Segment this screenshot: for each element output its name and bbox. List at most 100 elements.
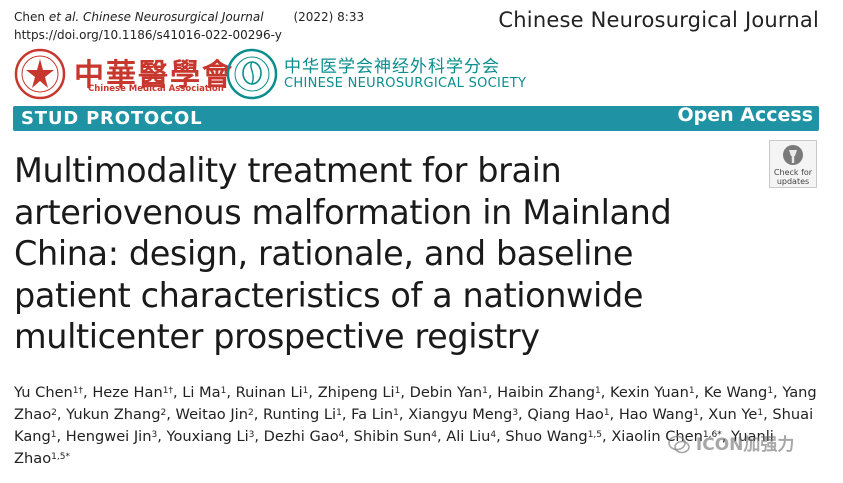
author-list: Yu Chen1†, Heze Han1†, Li Ma1, Ruinan Li… <box>14 384 817 467</box>
author-name-text: Youxiang Li <box>166 428 249 445</box>
author-name[interactable]: Youxiang Li3 <box>167 428 255 445</box>
author-name[interactable]: Hengwei Jin3 <box>66 428 157 445</box>
author-name[interactable]: Ali Liu4 <box>446 428 496 445</box>
author-name-text: Debin Yan <box>409 384 483 401</box>
open-access-label: Open Access <box>677 104 813 126</box>
author-name[interactable]: Dezhi Gao4 <box>264 428 345 445</box>
author-affiliation-sup: 1 <box>302 386 309 396</box>
author-affiliation-sup: 1 <box>50 430 57 440</box>
author-affiliation-sup: 1,5* <box>51 452 70 462</box>
citation-header: Chen et al. Chinese Neurosurgical Journa… <box>14 8 364 44</box>
author-name-text: Yu Chen <box>14 384 73 401</box>
citation-line: Chen et al. Chinese Neurosurgical Journa… <box>14 8 364 26</box>
author-name[interactable]: Hao Wang1 <box>619 406 699 423</box>
author-name-text: Zhipeng Li <box>317 384 395 401</box>
author-name-text: Shuai Kang <box>14 406 814 445</box>
author-name-text: Xun Ye <box>708 406 758 423</box>
author-name-text: Dezhi Gao <box>263 428 339 445</box>
author-name[interactable]: Shuai Kang1 <box>14 406 813 445</box>
author-affiliation-sup: 1 <box>757 408 764 418</box>
author-name[interactable]: Ke Wang1 <box>704 384 773 401</box>
author-affiliation-sup: 2 <box>247 408 254 418</box>
article-type-label: STUD PROTOCOL <box>21 108 203 129</box>
author-name[interactable]: Xun Ye1 <box>708 406 763 423</box>
author-name[interactable]: Ruinan Li1 <box>236 384 309 401</box>
author-name[interactable]: Weitao Jin2 <box>176 406 254 423</box>
author-name[interactable]: Yuanli Zhao1,5* <box>14 428 774 467</box>
author-name[interactable]: Qiang Hao1 <box>527 406 609 423</box>
author-name[interactable]: Li Ma1 <box>182 384 226 401</box>
author-name[interactable]: Yukun Zhang2 <box>66 406 166 423</box>
author-affiliation-sup: 1 <box>336 408 342 418</box>
author-name[interactable]: Debin Yan1 <box>410 384 488 401</box>
author-name-text: Xiangyu Meng <box>408 406 513 423</box>
author-name[interactable]: Shuo Wang1,5 <box>505 428 602 445</box>
cns-english-name: CHINESE NEUROSURGICAL SOCIETY <box>284 76 527 91</box>
author-name-text: Yuanli Zhao <box>14 428 774 467</box>
cma-chinese-name: 中華醫學會 <box>74 58 234 93</box>
author-affiliation-sup: 1 <box>688 386 695 396</box>
author-name[interactable]: Heze Han1† <box>92 384 173 401</box>
cma-english-name: Chinese Medical Association <box>88 84 224 94</box>
author-name-text: Li Ma <box>182 384 221 401</box>
author-affiliation-sup: 4 <box>431 430 437 440</box>
author-affiliation-sup: 1 <box>482 386 488 396</box>
author-affiliation-sup: 1 <box>767 386 774 396</box>
citation-doi-link[interactable]: https://doi.org/10.1186/s41016-022-00296… <box>14 28 282 42</box>
author-name-text: Runting Li <box>262 406 337 423</box>
check-updates-line2: updates <box>776 177 810 186</box>
author-affiliation-sup: 4 <box>490 430 497 440</box>
author-name-text: Ali Liu <box>446 428 491 445</box>
society-logos: 中華醫學會 Chinese Medical Association 中华医学会神… <box>14 48 534 100</box>
author-name-text: Ke Wang <box>703 384 768 401</box>
author-name-text: Fa Lin <box>351 406 394 423</box>
author-affiliation-sup: 3 <box>248 430 255 440</box>
citation-author: Chen <box>14 10 45 24</box>
author-name-text: Hengwei Jin <box>65 428 152 445</box>
author-name[interactable]: Runting Li1 <box>263 406 342 423</box>
check-updates-line1: Check for <box>773 168 813 177</box>
author-affiliation-sup: 2 <box>51 408 57 418</box>
article-title: Multimodality treatment for brain arteri… <box>14 151 672 356</box>
wechat-watermark: ICON加强力 <box>668 430 828 456</box>
author-affiliation-sup: 1† <box>162 386 173 396</box>
author-name-text: Yang Zhao <box>14 384 817 423</box>
cns-emblem-icon <box>226 48 278 100</box>
author-name-text: Hao Wang <box>618 406 694 423</box>
citation-journal: Chinese Neurosurgical Journal <box>83 10 264 24</box>
watermark-text: ICON加强力 <box>695 435 795 455</box>
check-for-updates-button[interactable]: Check for updates <box>769 140 817 188</box>
chat-bubble-icon <box>668 435 690 454</box>
citation-volume: (2022) 8:33 <box>293 10 365 24</box>
author-name-text: Xiaolin Chen <box>611 428 703 445</box>
author-name[interactable]: Yang Zhao2 <box>14 384 817 423</box>
cma-emblem-icon <box>14 48 66 100</box>
author-affiliation-sup: 2 <box>160 408 167 418</box>
author-name-text: Haibin Zhang <box>497 384 596 401</box>
author-name[interactable]: Xiangyu Meng3 <box>408 406 518 423</box>
author-affiliation-sup: 1 <box>603 408 610 418</box>
author-affiliation-sup: 1 <box>393 408 399 418</box>
author-name[interactable]: Yu Chen1† <box>14 384 83 401</box>
cns-chinese-name: 中华医学会神经外科学分会 <box>284 57 500 77</box>
author-name-text: Heze Han <box>92 384 163 401</box>
author-name-text: Yukun Zhang <box>66 406 161 423</box>
author-affiliation-sup: 1 <box>220 386 227 396</box>
author-affiliation-sup: 1 <box>394 386 401 396</box>
author-name-text: Ruinan Li <box>235 384 303 401</box>
author-name-text: Qiang Hao <box>527 406 604 423</box>
author-affiliation-sup: 4 <box>338 430 345 440</box>
author-name[interactable]: Zhipeng Li1 <box>318 384 401 401</box>
citation-etal: et al. <box>48 10 80 24</box>
author-name[interactable]: Xiaolin Chen1,6* <box>611 428 721 445</box>
author-name-text: Kexin Yuan <box>610 384 689 401</box>
author-affiliation-sup: 3 <box>512 408 519 418</box>
author-name-text: Weitao Jin <box>175 406 248 423</box>
author-name[interactable]: Kexin Yuan1 <box>610 384 695 401</box>
author-name[interactable]: Fa Lin1 <box>351 406 399 423</box>
crossmark-icon <box>783 145 803 165</box>
article-type-banner: STUD PROTOCOL Open Access <box>13 104 819 131</box>
author-name[interactable]: Shibin Sun4 <box>354 428 437 445</box>
author-affiliation-sup: 1 <box>693 408 699 418</box>
author-name[interactable]: Haibin Zhang1 <box>497 384 601 401</box>
